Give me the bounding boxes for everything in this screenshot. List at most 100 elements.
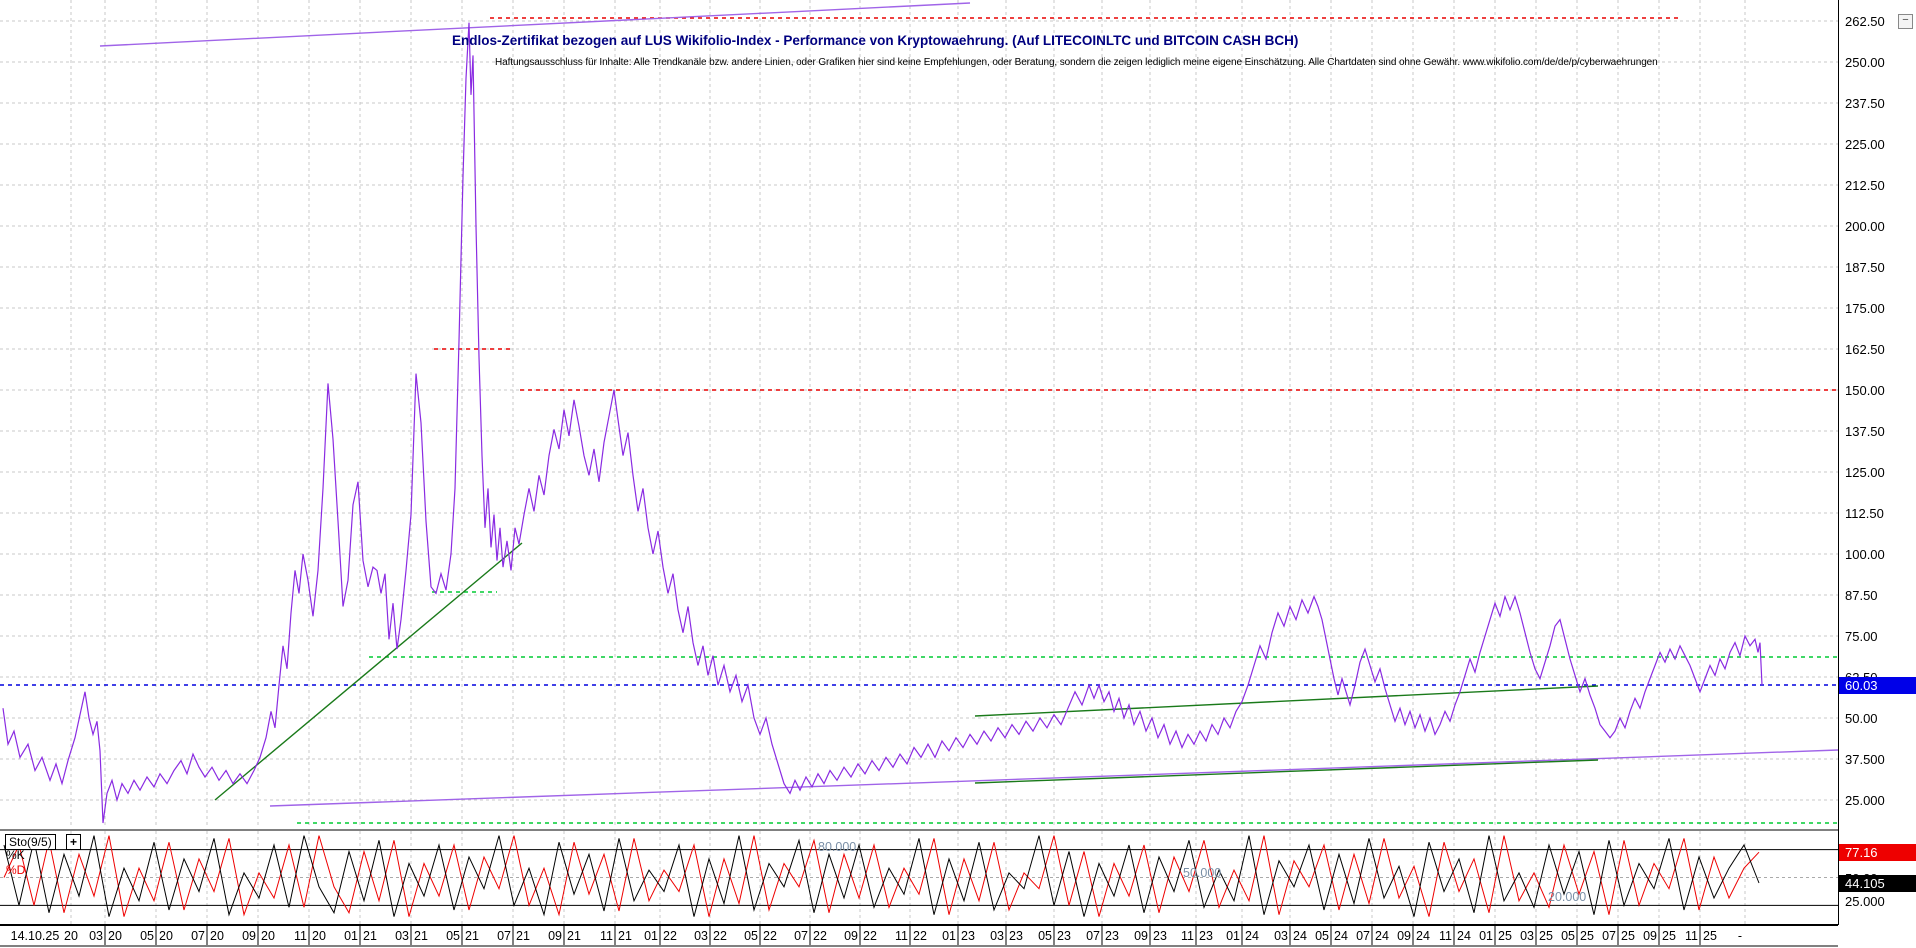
x-axis-label-month: 03: [395, 929, 409, 943]
price-axis-label: 212.50: [1845, 178, 1885, 193]
chart-plot-area[interactable]: [0, 0, 1838, 948]
x-axis-label-month: 05: [140, 929, 154, 943]
x-axis-label-year: 25: [1703, 929, 1717, 943]
x-axis-label-month: 11: [1439, 929, 1452, 943]
x-axis-label-year: 21: [363, 929, 377, 943]
x-axis-label-year: 20: [108, 929, 122, 943]
x-axis-label: 20: [64, 929, 78, 943]
x-axis-label-year: 24: [1334, 929, 1348, 943]
x-axis-label-year: 24: [1293, 929, 1307, 943]
x-axis-label-year: 21: [618, 929, 632, 943]
x-axis-label-year: 21: [567, 929, 581, 943]
chart-disclaimer: Haftungsausschluss für Inhalte: Alle Tre…: [495, 57, 1658, 68]
x-axis-label-month: 09: [548, 929, 562, 943]
x-axis-label-year: 24: [1457, 929, 1471, 943]
x-axis-label-month: 05: [446, 929, 460, 943]
current-price-box: 60.03: [1839, 677, 1916, 695]
sto-level-label: 20.000: [1548, 890, 1587, 905]
price-axis-label: 125.00: [1845, 465, 1885, 480]
x-axis-label-year: 20: [159, 929, 173, 943]
price-axis-label: 50.00: [1845, 711, 1878, 726]
price-axis-label: 250.00: [1845, 55, 1885, 70]
x-axis-label-month: 05: [1038, 929, 1052, 943]
x-axis-label-year: 25: [1580, 929, 1594, 943]
x-axis-label-year: 22: [863, 929, 877, 943]
sto-level-label: 80.000: [818, 839, 857, 854]
price-axis-label: 112.50: [1845, 506, 1884, 521]
x-axis-label-month: 11: [1181, 929, 1194, 943]
x-axis-label-year: 22: [813, 929, 827, 943]
x-axis-label-year: 23: [1199, 929, 1213, 943]
x-axis-label-month: 03: [990, 929, 1004, 943]
x-axis-label-month: 09: [1397, 929, 1411, 943]
green-uptrend-2020-2021: [214, 542, 523, 801]
x-axis-label-month: 07: [1602, 929, 1616, 943]
x-axis-label-month: 07: [1086, 929, 1100, 943]
x-axis-label-year: 21: [465, 929, 479, 943]
x-axis-label-year: 25: [1621, 929, 1635, 943]
x-axis-label-year: 23: [1057, 929, 1071, 943]
x-axis-label-year: 20: [312, 929, 326, 943]
chart-title: Endlos-Zertifikat bezogen auf LUS Wikifo…: [452, 33, 1299, 48]
sto-level-label: 50.000: [1183, 865, 1222, 880]
x-axis-label-month: 07: [497, 929, 511, 943]
x-axis-label-month: 11: [294, 929, 307, 943]
price-axis-label: 175.00: [1845, 301, 1885, 316]
x-axis-label-year: 25: [1539, 929, 1553, 943]
add-indicator-button[interactable]: +: [66, 834, 82, 850]
sto-d-value-box: 77.16: [1839, 844, 1916, 862]
sto-k-value-box: 44.105: [1839, 874, 1916, 892]
x-axis-label-month: 09: [242, 929, 256, 943]
x-axis-label-month: 05: [1315, 929, 1329, 943]
x-axis-label: -: [1737, 929, 1743, 943]
price-line: [2, 22, 1763, 824]
x-axis-label-year: 24: [1416, 929, 1430, 943]
x-axis-label-year: 25: [1662, 929, 1676, 943]
x-axis-label-month: 11: [1685, 929, 1698, 943]
x-axis-label-month: 03: [694, 929, 708, 943]
x-axis-label-year: 21: [516, 929, 530, 943]
x-axis-label-year: 20: [261, 929, 275, 943]
x-axis-label-year: 21: [414, 929, 428, 943]
sto-axis-label: 25.000: [1845, 893, 1885, 909]
x-axis-label-year: 25: [1498, 929, 1512, 943]
price-axis-label: 200.00: [1845, 219, 1885, 234]
price-axis-label: 162.50: [1845, 342, 1885, 357]
x-axis-label-month: 11: [600, 929, 613, 943]
upper-purple-channel: [99, 2, 971, 47]
sto-header-label[interactable]: Sto(9/5): [5, 834, 56, 850]
green-support-mid-upper: [974, 685, 1599, 717]
x-axis-label-month: 07: [191, 929, 205, 943]
x-axis-label-month: 09: [1643, 929, 1657, 943]
green-support-mid-lower: [974, 759, 1599, 784]
price-axis-label: 225.00: [1845, 137, 1885, 152]
x-axis-label-year: 22: [913, 929, 927, 943]
price-axis-label: 100.00: [1845, 547, 1885, 562]
x-axis-label-month: 07: [1356, 929, 1370, 943]
x-axis-label-month: 05: [1561, 929, 1575, 943]
x-axis-label-year: 22: [763, 929, 777, 943]
x-axis-label-year: 24: [1245, 929, 1259, 943]
price-axis-label: 75.00: [1845, 629, 1878, 644]
price-axis-label: 87.50: [1845, 588, 1878, 603]
sto-k-line: [3, 835, 1760, 917]
x-axis-label-month: 03: [89, 929, 103, 943]
x-axis-label-month: 01: [1226, 929, 1240, 943]
x-axis-label-month: 01: [1479, 929, 1493, 943]
price-axis-label: 25.000: [1845, 793, 1885, 808]
x-axis-label-month: 03: [1274, 929, 1288, 943]
x-axis-label-year: 22: [713, 929, 727, 943]
x-axis-label-month: 01: [344, 929, 358, 943]
collapse-pane-button[interactable]: −: [1898, 14, 1913, 29]
x-axis-label-month: 01: [942, 929, 956, 943]
price-axis-label: 262.50: [1845, 14, 1885, 29]
price-axis-label: 137.50: [1845, 424, 1885, 439]
x-axis-label-year: 23: [1153, 929, 1167, 943]
x-axis-label-month: 09: [844, 929, 858, 943]
x-axis-label-month: 11: [895, 929, 908, 943]
x-axis-label: 14.10.25: [10, 929, 60, 943]
x-axis-label-month: 01: [644, 929, 658, 943]
price-axis-label: 187.50: [1845, 260, 1885, 275]
x-axis-label-month: 09: [1134, 929, 1148, 943]
price-axis-label: 150.00: [1845, 383, 1885, 398]
